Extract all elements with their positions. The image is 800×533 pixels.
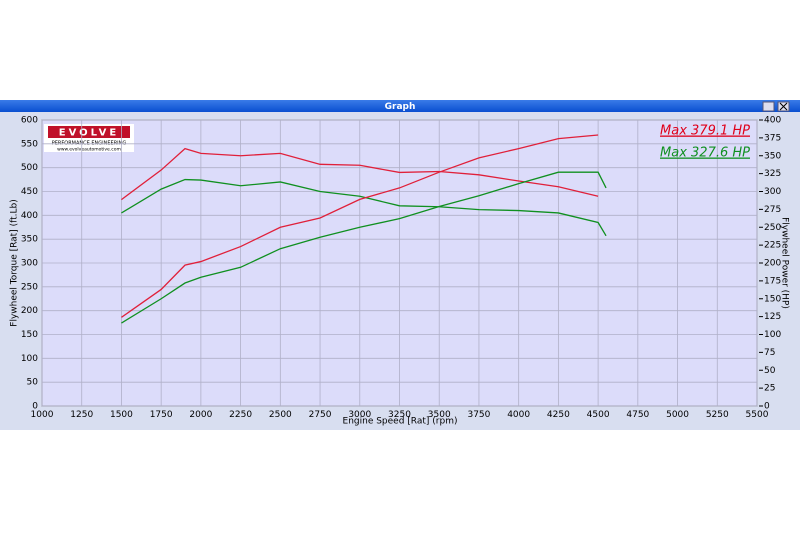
- y-tick-label: 0: [32, 402, 38, 412]
- y-tick-label: 450: [21, 187, 38, 197]
- close-icon: [779, 102, 788, 111]
- y-axis-title: Flywheel Torque [Rat] (ft.Lb): [10, 199, 20, 326]
- y-tick-label: 50: [27, 378, 39, 388]
- x-tick-label: 2250: [229, 410, 252, 420]
- y2-tick-label: 400: [764, 116, 781, 126]
- x-tick-label: 4750: [626, 410, 649, 420]
- x-tick-label: 1250: [70, 410, 93, 420]
- x-tick-label: 2750: [309, 410, 332, 420]
- y2-tick-label: 300: [764, 187, 781, 197]
- x-tick-label: 5250: [706, 410, 729, 420]
- logo-banner: [48, 126, 130, 138]
- x-tick-label: 4000: [507, 410, 530, 420]
- x-tick-label: 3750: [467, 410, 490, 420]
- annotation: Max 327.6 HP: [660, 146, 750, 161]
- x-tick-label: 2000: [189, 410, 212, 420]
- y-tick-label: 250: [21, 282, 38, 292]
- title-bar: [0, 100, 800, 112]
- y-tick-label: 400: [21, 211, 38, 221]
- y2-tick-label: 175: [764, 276, 781, 286]
- x-tick-label: 4250: [547, 410, 570, 420]
- logo-name: EVOLVE: [59, 128, 119, 139]
- y-tick-label: 300: [21, 259, 38, 269]
- y2-tick-label: 150: [764, 294, 781, 304]
- x-tick-label: 5500: [746, 410, 769, 420]
- y-tick-label: 500: [21, 163, 38, 173]
- y2-tick-label: 75: [764, 348, 775, 358]
- x-tick-label: 1750: [150, 410, 173, 420]
- x-tick-label: 3000: [348, 410, 371, 420]
- x-tick-label: 2500: [269, 410, 292, 420]
- y2-tick-label: 100: [764, 330, 781, 340]
- y2-tick-label: 0: [764, 402, 770, 412]
- series-line: [121, 134, 599, 318]
- window-title: Graph: [385, 102, 416, 112]
- x-tick-label: 3500: [428, 410, 451, 420]
- y2-axis-title: Flywheel Power (HP): [780, 217, 790, 309]
- y2-tick-label: 350: [764, 151, 781, 161]
- series-line: [121, 178, 607, 237]
- x-axis-title: Engine Speed [Rat] (rpm): [343, 417, 458, 427]
- restore-button[interactable]: [762, 101, 775, 112]
- y-tick-label: 350: [21, 235, 38, 245]
- y2-tick-label: 50: [764, 366, 776, 376]
- series-line: [121, 171, 607, 324]
- y2-tick-label: 225: [764, 241, 781, 251]
- y-tick-label: 100: [21, 354, 38, 364]
- y2-tick-label: 125: [764, 312, 781, 322]
- x-tick-label: 1500: [110, 410, 133, 420]
- series-line: [121, 147, 599, 201]
- y2-tick-label: 325: [764, 169, 781, 179]
- y2-tick-label: 25: [764, 384, 775, 394]
- x-tick-label: 3250: [388, 410, 411, 420]
- y2-tick-label: 200: [764, 259, 781, 269]
- x-tick-label: 4500: [587, 410, 610, 420]
- y-tick-label: 600: [21, 116, 38, 126]
- x-tick-label: 5000: [666, 410, 689, 420]
- y2-tick-label: 375: [764, 133, 781, 143]
- y-tick-label: 150: [21, 330, 38, 340]
- annotation: Max 379.1 HP: [660, 124, 750, 139]
- y2-tick-label: 275: [764, 205, 781, 215]
- y2-tick-label: 250: [764, 223, 781, 233]
- x-tick-label: 1000: [31, 410, 54, 420]
- y-tick-label: 200: [21, 306, 38, 316]
- y-tick-label: 550: [21, 139, 38, 149]
- logo-url: www.evolveautomotive.com: [57, 147, 121, 153]
